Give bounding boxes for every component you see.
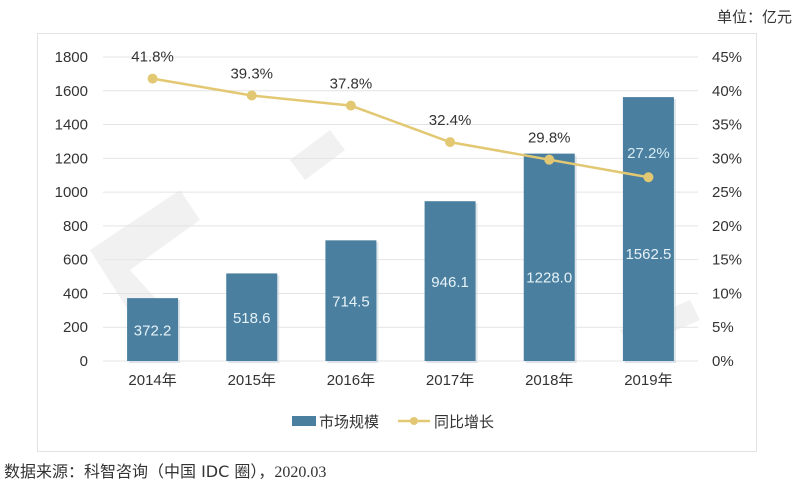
- bar: [127, 298, 179, 361]
- y-left-tick-label: 600: [63, 252, 88, 269]
- chart-frame: [37, 33, 757, 452]
- x-tick-label: 2014年: [128, 372, 176, 389]
- y-right-tick-label: 45%: [712, 49, 742, 66]
- y-left-tick-label: 1600: [55, 83, 88, 100]
- y-left-tick-label: 1000: [55, 184, 88, 201]
- y-right-tick-label: 0%: [712, 353, 734, 370]
- line-path: [152, 77, 649, 179]
- line-value-label: 29.8%: [528, 130, 571, 147]
- legend: 市场规模 同比增长: [292, 414, 494, 431]
- x-tick-label: 2019年: [624, 372, 672, 389]
- legend-line-marker: [410, 417, 418, 425]
- line-value-label: 39.3%: [230, 66, 273, 83]
- line-marker: [147, 73, 158, 84]
- y-right-tick-label: 5%: [712, 319, 734, 336]
- bar: [325, 240, 377, 361]
- y-left-tick-label: 200: [63, 319, 88, 336]
- line-marker: [544, 154, 555, 165]
- line-value-label: 27.2%: [627, 145, 670, 162]
- x-axis: 2014年 2015年 2016年 2017年 2018年 2019年: [128, 372, 672, 389]
- watermark: [90, 130, 700, 350]
- bar: [424, 201, 476, 361]
- y-left-tick-label: 800: [63, 218, 88, 235]
- bar: [226, 273, 278, 361]
- source-note: 数据来源：科智咨询（中国 IDC 圈），2020.03: [4, 458, 326, 482]
- line-value-label: 37.8%: [330, 76, 373, 93]
- y-right-tick-label: 35%: [712, 117, 742, 134]
- y-left-tick-label: 400: [63, 285, 88, 302]
- y-left-tick-label: 1200: [55, 150, 88, 167]
- y-axis-left: 0 200 400 600 800 1000 1200 1400 1600 1800: [55, 49, 88, 370]
- y-left-tick-label: 1800: [55, 49, 88, 66]
- y-left-tick-label: 1400: [55, 117, 88, 134]
- x-tick-label: 2016年: [327, 372, 375, 389]
- bar-value-label: 1228.0: [526, 270, 572, 287]
- bar-value-label: 372.2: [134, 323, 172, 340]
- source-date: 2020.03: [274, 464, 327, 481]
- y-right-tick-label: 40%: [712, 83, 742, 100]
- legend-line-label: 同比增长: [434, 414, 494, 431]
- bar-value-label: 1562.5: [625, 246, 671, 263]
- line-marker: [246, 90, 257, 101]
- source-text: 数据来源：科智咨询（中国 IDC 圈），: [4, 462, 275, 481]
- y-right-tick-label: 10%: [712, 285, 742, 302]
- line-marker: [643, 172, 654, 183]
- bar-labels: 372.2 518.6 714.5 946.1 1228.0 1562.5: [134, 246, 672, 339]
- line-marker: [445, 137, 456, 148]
- line-series: [147, 73, 654, 183]
- line-value-label: 41.8%: [131, 49, 174, 66]
- unit-label: 单位：亿元: [716, 9, 792, 26]
- bar-value-label: 714.5: [332, 294, 370, 311]
- legend-bar-swatch: [292, 416, 316, 426]
- y-right-tick-label: 30%: [712, 150, 742, 167]
- bar-series: [127, 97, 676, 363]
- y-right-tick-label: 15%: [712, 252, 742, 269]
- bar-value-label: 946.1: [431, 274, 469, 291]
- y-axis-right: 0% 5% 10% 15% 20% 25% 30% 35% 40% 45%: [712, 49, 742, 370]
- line-labels: 41.8% 39.3% 37.8% 32.4% 29.8% 27.2%: [131, 49, 669, 163]
- bar: [622, 97, 674, 361]
- y-right-tick-label: 25%: [712, 184, 742, 201]
- bar-value-label: 518.6: [233, 310, 271, 327]
- line-value-label: 32.4%: [429, 112, 472, 129]
- x-tick-label: 2017年: [426, 372, 474, 389]
- y-right-tick-label: 20%: [712, 218, 742, 235]
- y-left-tick-label: 0: [80, 353, 88, 370]
- bar: [523, 153, 575, 361]
- line-marker: [345, 100, 356, 111]
- x-tick-label: 2015年: [228, 372, 276, 389]
- x-tick-label: 2018年: [525, 372, 573, 389]
- legend-bar-label: 市场规模: [319, 414, 379, 431]
- grid: [103, 56, 698, 362]
